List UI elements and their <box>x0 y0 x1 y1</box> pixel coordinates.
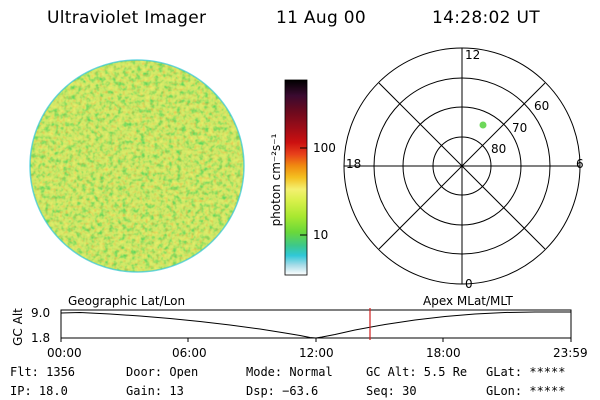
status-glat: GLat: ***** <box>486 365 566 379</box>
timeline-xtick-2359: 23:59 <box>553 346 588 360</box>
lat-label-80: 80 <box>491 142 507 156</box>
status-mode: Mode: Normal <box>246 365 333 379</box>
colorbar-tick-100: 100 <box>313 141 336 155</box>
timeline-left-title: Geographic Lat/Lon <box>68 294 186 308</box>
status-ip: IP: 18.0 <box>10 384 68 398</box>
mlt-label-6: 6 <box>576 157 584 171</box>
status-gc-alt: GC Alt: 5.5 Re <box>366 365 468 379</box>
timeline-xtick-0600: 06:00 <box>172 346 207 360</box>
status-gain: Gain: 13 <box>126 384 184 398</box>
status-seq: Seq: 30 <box>366 384 417 398</box>
position-marker <box>479 121 487 129</box>
instrument-title: Ultraviolet Imager <box>47 8 207 28</box>
timeline-right-title: Apex MLat/MLT <box>423 294 513 308</box>
status-flt: Flt: 1356 <box>10 365 76 379</box>
date-label: 11 Aug 00 <box>276 8 366 28</box>
timeline-ytick-bottom: 1.8 <box>31 331 51 345</box>
mlt-label-0: 0 <box>465 277 473 291</box>
mlt-label-12: 12 <box>465 48 481 62</box>
status-glon: GLon: ***** <box>486 384 566 398</box>
timeline-ytick-top: 9.0 <box>31 306 51 320</box>
timeline-xtick-1200: 12:00 <box>299 346 334 360</box>
timeline-xtick-1800: 18:00 <box>426 346 461 360</box>
status-door: Door: Open <box>126 365 199 379</box>
colorbar-tick-10: 10 <box>313 228 329 242</box>
time-label: 14:28:02 UT <box>432 8 540 28</box>
lat-label-70: 70 <box>512 121 528 135</box>
mlt-label-18: 18 <box>346 157 362 171</box>
status-dsp: Dsp: −63.6 <box>246 384 319 398</box>
timeline-xtick-0000: 00:00 <box>47 346 82 360</box>
lat-label-60: 60 <box>534 99 550 113</box>
